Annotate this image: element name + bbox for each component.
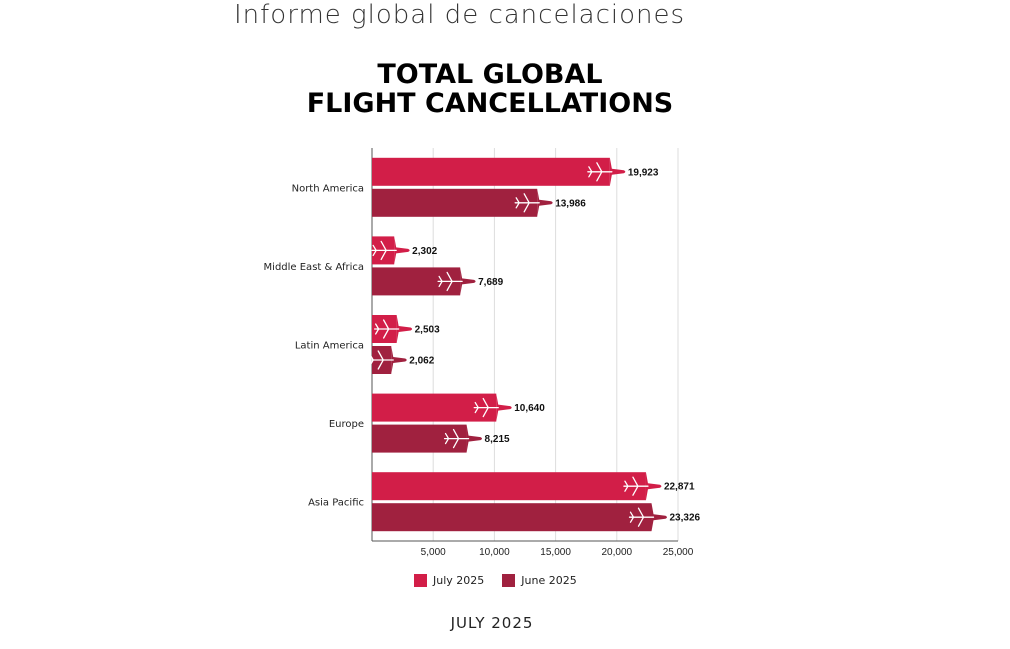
bar-tip xyxy=(645,472,662,501)
report-date: JULY 2025 xyxy=(450,614,534,632)
x-tick-label: 15,000 xyxy=(540,547,571,558)
data-label: 13,986 xyxy=(555,198,586,209)
airplane-icon xyxy=(373,319,400,339)
bar-july xyxy=(372,157,610,186)
x-tick-label: 5,000 xyxy=(421,547,446,558)
x-tick-label: 10,000 xyxy=(479,547,510,558)
airplane-icon xyxy=(368,350,394,370)
data-label: 2,302 xyxy=(412,246,437,257)
legend-item-july: July 2025 xyxy=(414,573,485,587)
airplane-icon xyxy=(473,397,499,418)
data-label: 8,215 xyxy=(485,434,510,445)
bar-tip xyxy=(396,315,413,343)
airplane-icon xyxy=(587,162,613,182)
airplane-icon xyxy=(514,193,540,213)
bar-tip xyxy=(651,503,668,532)
category-label: Europe xyxy=(329,419,364,430)
category-label: North America xyxy=(292,183,364,194)
legend-swatch-july xyxy=(414,573,427,587)
legend-label-june: June 2025 xyxy=(521,573,577,587)
chart-legend: July 2025 June 2025 xyxy=(414,572,595,588)
airplane-icon xyxy=(628,507,655,527)
data-label: 22,871 xyxy=(664,482,695,493)
chart-title: TOTAL GLOBAL FLIGHT CANCELLATIONS xyxy=(290,60,690,118)
data-label: 2,503 xyxy=(415,325,440,336)
category-label: Middle East & Africa xyxy=(264,262,364,273)
data-label: 19,923 xyxy=(628,167,659,178)
page-header: Informe global de cancelaciones xyxy=(234,0,686,30)
airplane-icon xyxy=(437,271,463,292)
category-label: Latin America xyxy=(295,341,364,352)
airplane-icon xyxy=(623,476,649,496)
data-label: 2,062 xyxy=(409,356,434,367)
x-tick-label: 25,000 xyxy=(663,547,694,558)
legend-label-july: July 2025 xyxy=(433,573,485,587)
x-tick-label: 20,000 xyxy=(602,547,633,558)
legend-swatch-june xyxy=(502,573,516,587)
bar-tip xyxy=(466,424,483,453)
category-label: Asia Pacific xyxy=(308,498,364,509)
bar-tip xyxy=(609,157,626,186)
bar-june xyxy=(372,503,652,532)
bar-tip xyxy=(537,188,553,217)
bar-tip xyxy=(496,393,512,422)
airplane-icon xyxy=(371,240,397,261)
bar-tip xyxy=(391,346,407,374)
bar-june xyxy=(372,188,538,217)
bar-tip xyxy=(394,236,410,265)
data-label: 7,689 xyxy=(478,277,503,288)
airplane-icon xyxy=(443,428,470,449)
data-label: 10,640 xyxy=(514,403,545,414)
data-label: 23,326 xyxy=(670,513,701,524)
bar-july xyxy=(372,472,646,501)
bar-tip xyxy=(460,267,476,296)
chart-title-line1: TOTAL GLOBAL xyxy=(377,59,603,90)
chart-title-line2: FLIGHT CANCELLATIONS xyxy=(306,88,674,119)
legend-item-june: June 2025 xyxy=(502,573,577,587)
